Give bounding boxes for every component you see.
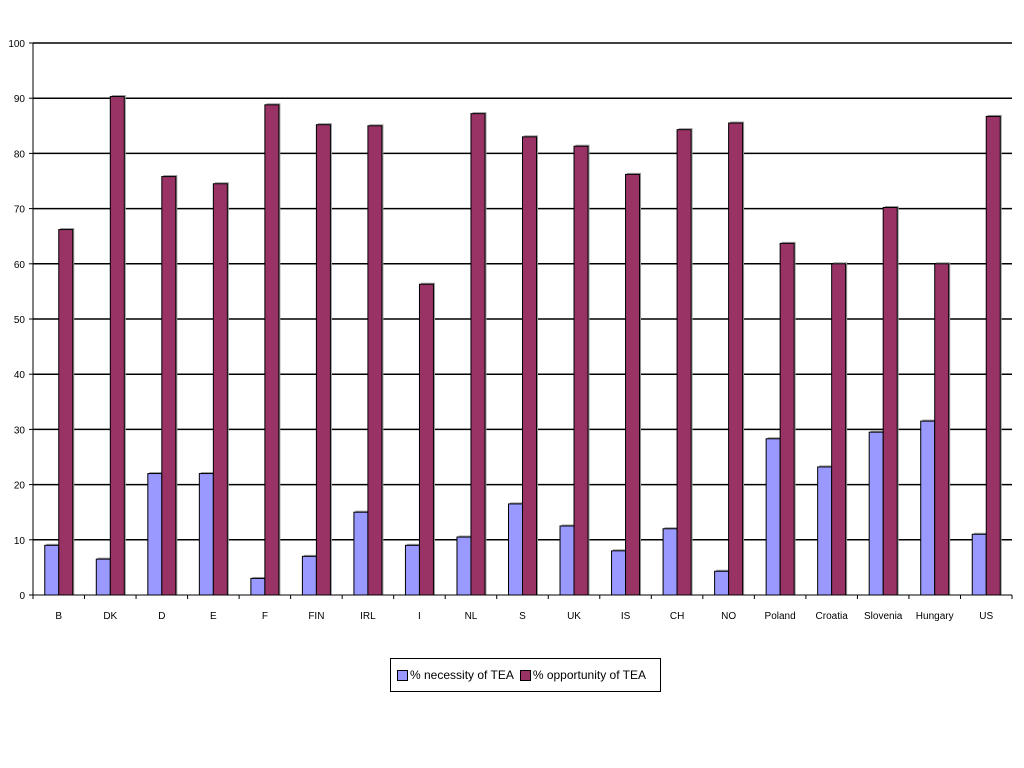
bar-opportunity-us [985, 115, 1001, 596]
bar-opportunity-no [728, 122, 744, 596]
bar-opportunity-fin [315, 124, 331, 596]
x-tick-label-e: E [210, 611, 217, 622]
bar-opportunity-d [161, 176, 177, 596]
bar-opportunity-s [522, 136, 537, 596]
x-tick-label-poland: Poland [765, 611, 796, 622]
x-tick-label-b: B [55, 611, 62, 622]
legend-label-necessity: % necessity of TEA [410, 668, 514, 682]
bar-opportunity-i [418, 283, 434, 596]
bar-necessity-slovenia [868, 431, 884, 596]
y-tick-label-0: 0 [19, 591, 25, 602]
bar-necessity-hungary [920, 420, 936, 596]
bar-opportunity-poland [779, 242, 795, 596]
bar-chart: 0 10 20 30 40 50 60 70 80 90 100 B DK D E F FIN IRL I NL S U… [8, 39, 1013, 622]
x-tick-label-croatia: Croatia [816, 611, 849, 622]
bar-opportunity-croatia [831, 263, 847, 596]
bar-opportunity-hungary [934, 263, 950, 596]
x-tick-label-us: US [979, 611, 993, 622]
bar-necessity-us [971, 533, 987, 596]
bar-opportunity-dk [109, 96, 125, 596]
y-tick-label-10: 10 [14, 536, 26, 547]
y-tick-label-100: 100 [8, 39, 25, 50]
bars [44, 95, 1002, 596]
bar-necessity-no [714, 570, 730, 596]
bar-opportunity-ch [676, 129, 692, 596]
legend-item-opportunity: % opportunity of TEA [519, 668, 647, 682]
legend-swatch-opportunity [519, 669, 531, 681]
bar-necessity-i [404, 544, 420, 596]
y-tick-label-80: 80 [14, 149, 26, 160]
bar-necessity-dk [95, 558, 111, 596]
y-tick-labels: 0 10 20 30 40 50 60 70 80 90 100 [8, 39, 25, 602]
legend-label-opportunity: % opportunity of TEA [532, 668, 647, 682]
bar-opportunity-e [212, 183, 228, 596]
bar-necessity-ch [662, 528, 678, 596]
x-tick-label-uk: UK [567, 611, 581, 622]
bar-necessity-s [508, 503, 523, 596]
bar-necessity-e [198, 473, 214, 596]
bar-necessity-irl [353, 511, 369, 596]
y-tick-label-60: 60 [14, 260, 26, 271]
bar-necessity-is [611, 550, 627, 596]
bar-necessity-b [44, 544, 60, 596]
x-tick-label-dk: DK [103, 611, 117, 622]
bar-opportunity-is [625, 173, 641, 596]
legend-item-necessity: % necessity of TEA [397, 668, 514, 682]
y-tick-label-90: 90 [14, 94, 26, 105]
y-tick-label-70: 70 [14, 205, 26, 216]
x-tick-label-slovenia: Slovenia [864, 611, 903, 622]
x-tick-label-no: NO [721, 611, 736, 622]
bar-necessity-f [250, 577, 266, 596]
legend-swatch-necessity [397, 669, 408, 681]
x-tick-label-is: IS [621, 611, 631, 622]
bar-necessity-nl [456, 536, 472, 596]
y-tick-label-40: 40 [14, 370, 26, 381]
axes [29, 42, 1013, 599]
x-tick-label-hungary: Hungary [916, 611, 954, 622]
x-tick-label-ch: CH [670, 611, 684, 622]
x-tick-label-f: F [262, 611, 268, 622]
x-tick-label-fin: FIN [308, 611, 324, 622]
bar-necessity-croatia [817, 466, 833, 596]
y-tick-label-30: 30 [14, 425, 26, 436]
x-tick-label-s: S [519, 611, 526, 622]
x-tick-label-d: D [158, 611, 165, 622]
bar-opportunity-f [264, 104, 280, 596]
bar-necessity-poland [765, 438, 781, 596]
bar-opportunity-slovenia [882, 206, 898, 596]
bar-opportunity-irl [367, 125, 383, 596]
x-tick-label-irl: IRL [360, 611, 376, 622]
bar-necessity-d [147, 473, 163, 596]
x-tick-labels: B DK D E F FIN IRL I NL S UK IS CH NO Poland Croatia Slo… [55, 611, 993, 622]
bar-opportunity-uk [573, 145, 589, 596]
y-tick-label-50: 50 [14, 315, 26, 326]
x-tick-label-nl: NL [465, 611, 478, 622]
bar-opportunity-nl [470, 113, 486, 596]
bar-necessity-fin [301, 555, 317, 596]
legend: % necessity of TEA % opportunity of TEA [390, 658, 662, 692]
bar-opportunity-b [58, 229, 74, 596]
y-tick-label-20: 20 [14, 481, 26, 492]
x-tick-label-i: I [418, 611, 421, 622]
bar-necessity-uk [559, 525, 575, 596]
